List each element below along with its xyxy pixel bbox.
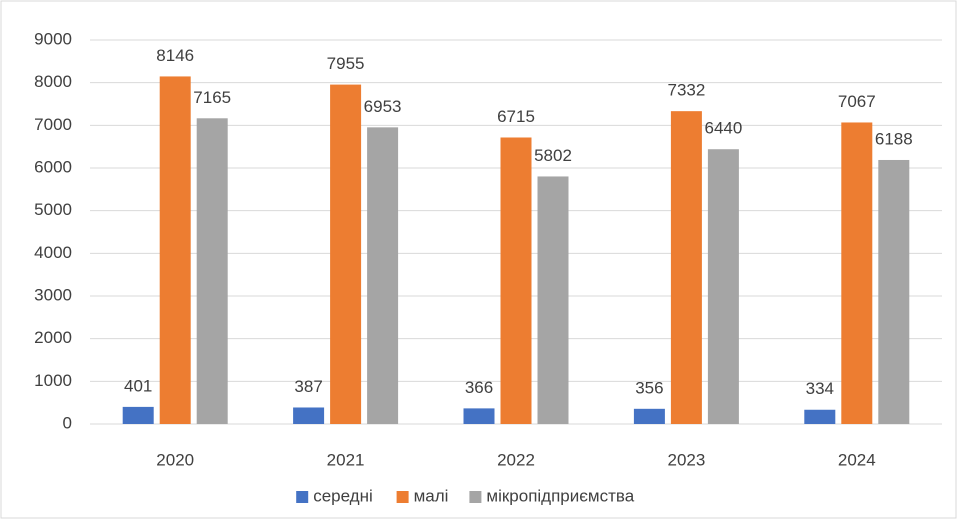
data-label: 7067	[838, 92, 876, 111]
data-label: 5802	[534, 146, 572, 165]
y-tick-label: 3000	[34, 285, 72, 304]
y-tick-label: 0	[63, 413, 72, 432]
bar	[122, 406, 154, 424]
x-tick-label: 2024	[838, 450, 876, 469]
bar	[367, 127, 399, 424]
data-label: 6715	[497, 107, 535, 126]
x-tick-label: 2022	[497, 450, 535, 469]
bar	[463, 408, 495, 424]
y-tick-label: 8000	[34, 72, 72, 91]
y-tick-label: 7000	[34, 115, 72, 134]
bar	[159, 76, 191, 425]
bar	[293, 407, 325, 424]
bar	[537, 176, 569, 424]
y-tick-label: 4000	[34, 243, 72, 262]
bar	[330, 84, 362, 424]
data-label: 8146	[156, 46, 194, 65]
data-label: 7955	[327, 54, 365, 73]
data-label: 6188	[875, 129, 913, 148]
data-label: 6440	[704, 119, 742, 138]
y-tick-label: 5000	[34, 200, 72, 219]
bar	[841, 122, 873, 424]
bar	[670, 111, 702, 424]
data-label: 366	[465, 378, 493, 397]
bar	[500, 137, 532, 424]
y-tick-label: 2000	[34, 328, 72, 347]
x-tick-label: 2021	[327, 450, 365, 469]
bar	[707, 149, 739, 424]
data-label: 334	[806, 379, 834, 398]
data-label: 7165	[193, 88, 231, 107]
y-tick-label: 9000	[34, 29, 72, 48]
data-label: 6953	[364, 97, 402, 116]
y-tick-label: 6000	[34, 157, 72, 176]
x-tick-label: 2020	[156, 450, 194, 469]
data-label: 356	[635, 378, 663, 397]
data-label: 387	[294, 377, 322, 396]
bar	[196, 118, 228, 424]
data-label: 401	[124, 376, 152, 395]
y-tick-label: 1000	[34, 371, 72, 390]
legend-label: середні	[313, 486, 373, 505]
data-label: 7332	[667, 81, 705, 100]
legend-swatch	[469, 491, 482, 503]
x-tick-label: 2023	[667, 450, 705, 469]
bar	[878, 159, 910, 424]
bar	[804, 409, 836, 424]
legend-label: мікропідприємства	[486, 486, 634, 505]
legend-swatch	[296, 491, 309, 503]
legend-swatch	[396, 491, 409, 503]
legend-label: малі	[414, 486, 449, 505]
bar	[633, 408, 665, 424]
